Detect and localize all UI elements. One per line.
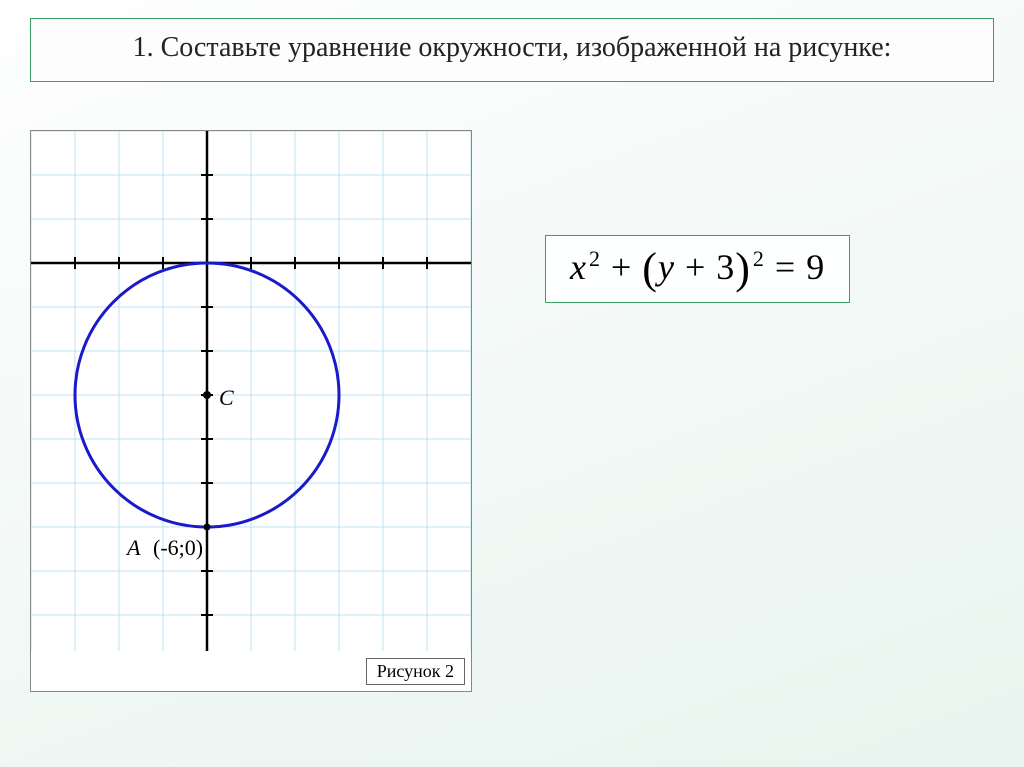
title-text: 1. Составьте уравнение окружности, изобр… [51,29,973,67]
eq-lparen: ( [642,251,658,286]
eq-y: y [658,247,675,287]
eq-plus1: + [601,247,642,287]
center-label: C [219,385,234,410]
figure-caption: Рисунок 2 [366,658,465,685]
graph-panel: C A (-6;0) Рисунок 2 [30,130,472,692]
eq-three: 3 [716,247,735,287]
equation-box: x2 + (y + 3)2 = 9 [545,235,850,303]
eq-plus2: + [675,247,716,287]
eq-nine: 9 [806,247,825,287]
title-box: 1. Составьте уравнение окружности, изобр… [30,18,994,82]
equation: x2 + (y + 3)2 = 9 [570,247,825,287]
eq-x: x [570,247,587,287]
point-a [204,524,211,531]
eq-rparen: ) [735,251,751,286]
point-a-label: A [125,535,141,560]
center-point [203,391,211,399]
point-a-coords: (-6;0) [153,535,203,560]
eq-eq: = [765,247,806,287]
coordinate-graph: C A (-6;0) [31,131,471,651]
eq-exp1: 2 [589,246,601,271]
eq-exp2: 2 [753,246,765,271]
